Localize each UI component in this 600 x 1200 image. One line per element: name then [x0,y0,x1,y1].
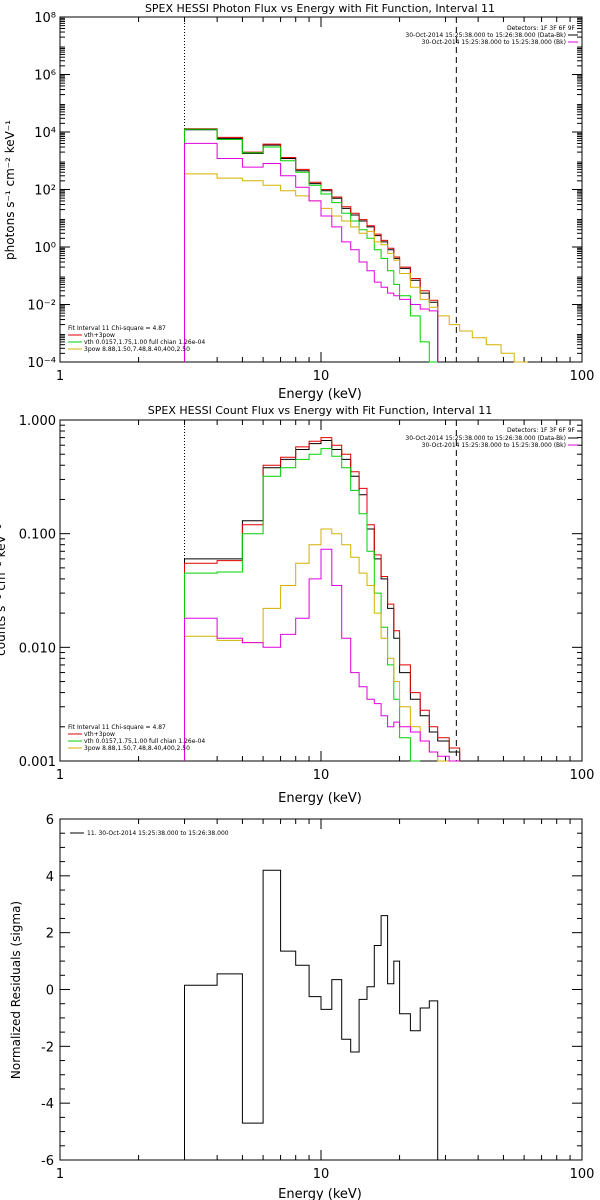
y-tick-label: 10⁴ [34,126,56,141]
series-data [184,440,461,761]
y-tick-label: -2 [41,1040,54,1055]
x-tick-label: 10 [313,369,330,384]
residuals-plot-frame [59,818,583,1161]
legend-top-label: 30-Oct-2014 15:25:38.000 to 15:26:38.000… [405,32,566,39]
y-tick-label: 10² [34,184,56,199]
x-tick-label: 1 [56,768,64,783]
residuals-ylabel: Normalized Residuals (sigma) [9,901,23,1079]
y-tick-label: 0.100 [19,528,56,543]
series-vth+3pow [184,128,439,362]
y-tick-label: 10⁻⁴ [27,356,56,371]
series-vth [184,128,438,363]
photon-flux-series [184,17,528,363]
legend-bottom-label: vth+3pow [84,332,115,339]
residuals-legend: 11. 30-Oct-2014 15:25:38.000 to 15:26:38… [70,830,229,837]
y-tick-label: 1.000 [19,414,56,429]
x-tick-label: 100 [570,768,595,783]
residuals-series [184,869,439,1160]
legend-label: 11. 30-Oct-2014 15:25:38.000 to 15:26:38… [87,830,229,837]
x-tick-label: 10 [313,768,330,783]
series-3pow [184,173,528,363]
residuals-panel: 1 10 100 -6 -4 -2 0 2 4 6 Energy (keV) Normalized… [9,813,594,1200]
legend-bottom-label: Fit Interval 11 Chi-square = 4.87 [68,325,166,332]
y-tick-label: -4 [41,1097,54,1112]
y-tick-label: 6 [46,813,54,828]
x-tick-label: 100 [570,1167,595,1182]
count-flux-ylabel: counts s⁻¹ cm⁻² keV⁻¹ [0,524,8,656]
y-tick-label: 0.010 [19,641,56,656]
y-tick-label: 10⁻² [27,299,56,314]
series-3pow [184,528,450,762]
series-residuals [184,869,439,1160]
count-flux-legend-bottom: Fit Interval 11 Chi-square = 4.87vth+3po… [68,724,205,752]
count-flux-series [184,420,461,762]
series-data [184,129,439,362]
legend-top-label: 30-Oct-2014 15:25:38.000 to 15:26:38.000… [405,435,566,442]
photon-flux-ticks: 1 10 100 10⁻⁴ 10⁻² 10⁰ 10² 10⁴ 10⁶ 10⁸ [27,11,594,384]
y-tick-label: 2 [46,927,54,942]
y-tick-label: 0 [46,984,54,999]
residuals-xlabel: Energy (keV) [278,1187,362,1200]
y-tick-label: 10⁶ [34,69,56,84]
count-flux-plot-frame [59,419,583,762]
photon-flux-legend-bottom: Fit Interval 11 Chi-square = 4.87vth+3po… [68,325,205,353]
count-flux-title: SPEX HESSI Count Flux vs Energy with Fit… [148,404,492,417]
y-tick-label: 10⁸ [34,11,56,26]
legend-bottom-label: vth 0.0157,1.75,1.00 full chian 1.26e-04 [84,738,205,745]
photon-flux-ylabel: photons s⁻¹ cm⁻² keV⁻¹ [3,120,17,260]
legend-bottom-label: vth 0.0157,1.75,1.00 full chian 1.26e-04 [84,339,205,346]
count-flux-legend-top: 30-Oct-2014 15:25:38.000 to 15:26:38.000… [405,435,578,449]
series-vth [184,448,421,762]
y-tick-label: 4 [46,870,54,885]
series-Bk [184,142,439,362]
legend-bottom-label: Fit Interval 11 Chi-square = 4.87 [68,724,166,731]
y-tick-label: 10⁰ [34,241,56,256]
legend-bottom-label: vth+3pow [84,731,115,738]
residuals-ticks: 1 10 100 -6 -4 -2 0 2 4 6 [41,813,594,1182]
x-tick-label: 10 [313,1167,330,1182]
count-flux-xlabel: Energy (keV) [278,791,362,806]
count-flux-ticks: 1 10 100 0.001 0.010 0.100 1.000 [19,414,595,783]
photon-flux-legend-top: 30-Oct-2014 15:25:38.000 to 15:26:38.000… [405,32,578,46]
series-vth+3pow [184,437,461,761]
x-tick-label: 1 [56,1167,64,1182]
legend-bottom-label: 3pow 8.88,1.50,7.48,8.40,400,2.50 [84,745,190,752]
photon-flux-title: SPEX HESSI Photon Flux vs Energy with Fi… [145,2,495,15]
legend-top-label: 30-Oct-2014 15:25:38.000 to 15:25:38.000… [422,442,566,449]
y-tick-label: -6 [41,1154,54,1169]
count-flux-panel: SPEX HESSI Count Flux vs Energy with Fit… [0,404,594,806]
count-flux-detectors: Detectors: 1F 3F 6F 9F [507,427,576,434]
series-Bk [184,548,460,762]
photon-flux-detectors: Detectors: 1F 3F 6F 9F [507,25,576,32]
x-tick-label: 100 [570,369,595,384]
y-tick-label: 0.001 [19,755,56,770]
legend-top-label: 30-Oct-2014 15:25:38.000 to 15:25:38.000… [422,39,566,46]
x-tick-label: 1 [56,369,64,384]
legend-bottom-label: 3pow 8.88,1.50,7.48,8.40,400,2.50 [84,346,190,353]
photon-flux-xlabel: Energy (keV) [278,387,362,402]
photon-flux-panel: SPEX HESSI Photon Flux vs Energy with Fi… [3,2,594,402]
